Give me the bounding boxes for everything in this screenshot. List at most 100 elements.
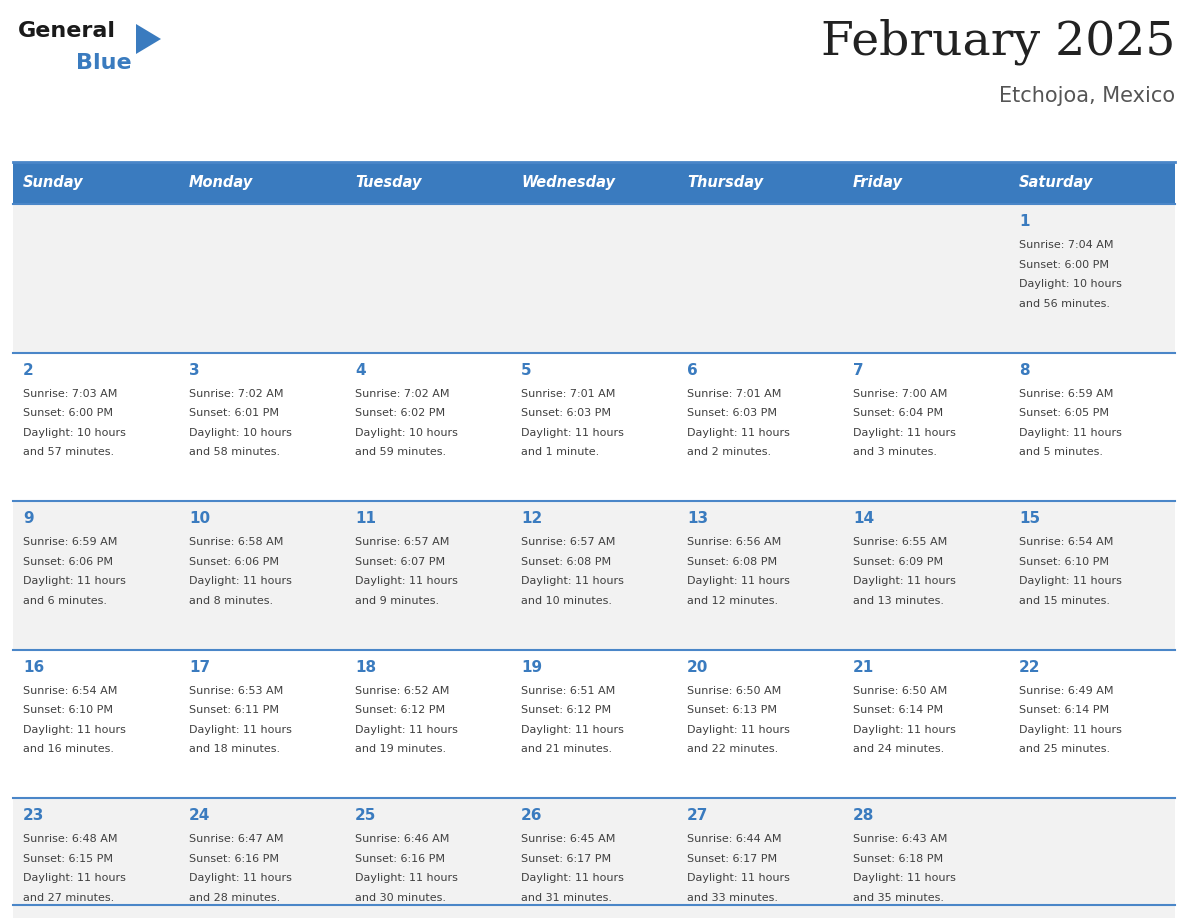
Text: Daylight: 11 hours: Daylight: 11 hours: [522, 577, 624, 587]
Text: 17: 17: [189, 660, 210, 675]
Text: and 59 minutes.: and 59 minutes.: [355, 447, 447, 457]
Bar: [13, 162, 179, 204]
Text: Sunset: 6:16 PM: Sunset: 6:16 PM: [355, 854, 446, 864]
Bar: [677, 162, 843, 204]
Text: Daylight: 11 hours: Daylight: 11 hours: [355, 725, 457, 734]
Text: 16: 16: [23, 660, 44, 675]
Text: and 16 minutes.: and 16 minutes.: [23, 744, 114, 755]
Text: and 18 minutes.: and 18 minutes.: [189, 744, 280, 755]
Text: Daylight: 11 hours: Daylight: 11 hours: [23, 873, 126, 883]
Text: General: General: [18, 21, 116, 41]
Text: and 10 minutes.: and 10 minutes.: [522, 596, 612, 606]
Text: Sunset: 6:00 PM: Sunset: 6:00 PM: [23, 409, 113, 418]
Text: Sunset: 6:04 PM: Sunset: 6:04 PM: [853, 409, 943, 418]
Text: Sunrise: 6:52 AM: Sunrise: 6:52 AM: [355, 686, 449, 696]
Text: Sunset: 6:05 PM: Sunset: 6:05 PM: [1019, 409, 1110, 418]
Text: and 8 minutes.: and 8 minutes.: [189, 596, 273, 606]
Text: 3: 3: [189, 363, 200, 377]
Text: and 9 minutes.: and 9 minutes.: [355, 596, 440, 606]
Text: Thursday: Thursday: [687, 175, 763, 191]
Text: Sunset: 6:06 PM: Sunset: 6:06 PM: [23, 556, 113, 566]
Text: Daylight: 11 hours: Daylight: 11 hours: [1019, 725, 1121, 734]
Text: Sunrise: 6:55 AM: Sunrise: 6:55 AM: [853, 537, 947, 547]
Text: 25: 25: [355, 809, 377, 823]
Text: Sunset: 6:17 PM: Sunset: 6:17 PM: [522, 854, 611, 864]
Text: and 13 minutes.: and 13 minutes.: [853, 596, 944, 606]
Text: 4: 4: [355, 363, 366, 377]
Text: Sunrise: 6:46 AM: Sunrise: 6:46 AM: [355, 834, 449, 845]
Text: Tuesday: Tuesday: [355, 175, 422, 191]
Text: Monday: Monday: [189, 175, 253, 191]
Text: Daylight: 10 hours: Daylight: 10 hours: [23, 428, 126, 438]
Text: Sunset: 6:08 PM: Sunset: 6:08 PM: [522, 556, 611, 566]
Text: Sunrise: 7:00 AM: Sunrise: 7:00 AM: [853, 388, 947, 398]
Text: Sunrise: 6:57 AM: Sunrise: 6:57 AM: [522, 537, 615, 547]
Text: Sunrise: 6:44 AM: Sunrise: 6:44 AM: [687, 834, 782, 845]
Text: Sunset: 6:12 PM: Sunset: 6:12 PM: [522, 705, 611, 715]
Text: Sunset: 6:08 PM: Sunset: 6:08 PM: [687, 556, 777, 566]
Text: and 33 minutes.: and 33 minutes.: [687, 893, 778, 903]
Text: Sunset: 6:12 PM: Sunset: 6:12 PM: [355, 705, 446, 715]
Text: and 5 minutes.: and 5 minutes.: [1019, 447, 1102, 457]
Text: and 31 minutes.: and 31 minutes.: [522, 893, 612, 903]
Text: and 27 minutes.: and 27 minutes.: [23, 893, 114, 903]
Text: Sunrise: 6:47 AM: Sunrise: 6:47 AM: [189, 834, 284, 845]
Text: Sunset: 6:10 PM: Sunset: 6:10 PM: [1019, 556, 1110, 566]
Text: and 57 minutes.: and 57 minutes.: [23, 447, 114, 457]
Text: Sunset: 6:17 PM: Sunset: 6:17 PM: [687, 854, 777, 864]
Text: 13: 13: [687, 511, 708, 526]
Text: Sunrise: 6:43 AM: Sunrise: 6:43 AM: [853, 834, 947, 845]
Text: 20: 20: [687, 660, 708, 675]
Text: Daylight: 11 hours: Daylight: 11 hours: [687, 873, 790, 883]
Text: Daylight: 11 hours: Daylight: 11 hours: [189, 725, 292, 734]
Text: Sunrise: 6:49 AM: Sunrise: 6:49 AM: [1019, 686, 1113, 696]
Text: Sunrise: 7:03 AM: Sunrise: 7:03 AM: [23, 388, 118, 398]
Text: Sunrise: 6:56 AM: Sunrise: 6:56 AM: [687, 537, 782, 547]
Text: Daylight: 11 hours: Daylight: 11 hours: [23, 577, 126, 587]
Text: Sunrise: 6:50 AM: Sunrise: 6:50 AM: [687, 686, 782, 696]
Text: Daylight: 11 hours: Daylight: 11 hours: [853, 873, 956, 883]
Text: Sunset: 6:01 PM: Sunset: 6:01 PM: [189, 409, 279, 418]
Text: Sunset: 6:11 PM: Sunset: 6:11 PM: [189, 705, 279, 715]
Text: 21: 21: [853, 660, 874, 675]
Text: Sunrise: 6:58 AM: Sunrise: 6:58 AM: [189, 537, 284, 547]
Text: Sunrise: 7:01 AM: Sunrise: 7:01 AM: [522, 388, 615, 398]
Text: Wednesday: Wednesday: [522, 175, 615, 191]
Text: and 1 minute.: and 1 minute.: [522, 447, 599, 457]
Text: Sunrise: 6:45 AM: Sunrise: 6:45 AM: [522, 834, 615, 845]
Text: 7: 7: [853, 363, 864, 377]
Text: Sunrise: 7:02 AM: Sunrise: 7:02 AM: [355, 388, 449, 398]
Text: Sunset: 6:10 PM: Sunset: 6:10 PM: [23, 705, 113, 715]
Bar: [843, 162, 1009, 204]
Text: Sunrise: 6:50 AM: Sunrise: 6:50 AM: [853, 686, 947, 696]
Bar: [511, 162, 677, 204]
Text: and 56 minutes.: and 56 minutes.: [1019, 298, 1110, 308]
Text: 28: 28: [853, 809, 874, 823]
Text: and 19 minutes.: and 19 minutes.: [355, 744, 447, 755]
Text: Sunset: 6:07 PM: Sunset: 6:07 PM: [355, 556, 446, 566]
Text: and 24 minutes.: and 24 minutes.: [853, 744, 944, 755]
Text: 10: 10: [189, 511, 210, 526]
Text: and 15 minutes.: and 15 minutes.: [1019, 596, 1110, 606]
Text: and 25 minutes.: and 25 minutes.: [1019, 744, 1110, 755]
Text: Saturday: Saturday: [1019, 175, 1093, 191]
Text: 6: 6: [687, 363, 697, 377]
Text: Sunset: 6:00 PM: Sunset: 6:00 PM: [1019, 260, 1110, 270]
Text: Sunrise: 6:54 AM: Sunrise: 6:54 AM: [1019, 537, 1113, 547]
Text: Sunrise: 6:51 AM: Sunrise: 6:51 AM: [522, 686, 615, 696]
Text: Daylight: 11 hours: Daylight: 11 hours: [687, 725, 790, 734]
Text: 8: 8: [1019, 363, 1030, 377]
Polygon shape: [135, 24, 162, 54]
Text: 18: 18: [355, 660, 377, 675]
Text: and 2 minutes.: and 2 minutes.: [687, 447, 771, 457]
Text: Sunset: 6:02 PM: Sunset: 6:02 PM: [355, 409, 446, 418]
Text: and 12 minutes.: and 12 minutes.: [687, 596, 778, 606]
Text: Sunset: 6:14 PM: Sunset: 6:14 PM: [1019, 705, 1110, 715]
Text: Daylight: 11 hours: Daylight: 11 hours: [1019, 428, 1121, 438]
Text: Sunset: 6:06 PM: Sunset: 6:06 PM: [189, 556, 279, 566]
Bar: [345, 162, 511, 204]
Text: Sunrise: 7:02 AM: Sunrise: 7:02 AM: [189, 388, 284, 398]
Text: 26: 26: [522, 809, 543, 823]
Text: and 58 minutes.: and 58 minutes.: [189, 447, 280, 457]
Text: Daylight: 11 hours: Daylight: 11 hours: [1019, 577, 1121, 587]
